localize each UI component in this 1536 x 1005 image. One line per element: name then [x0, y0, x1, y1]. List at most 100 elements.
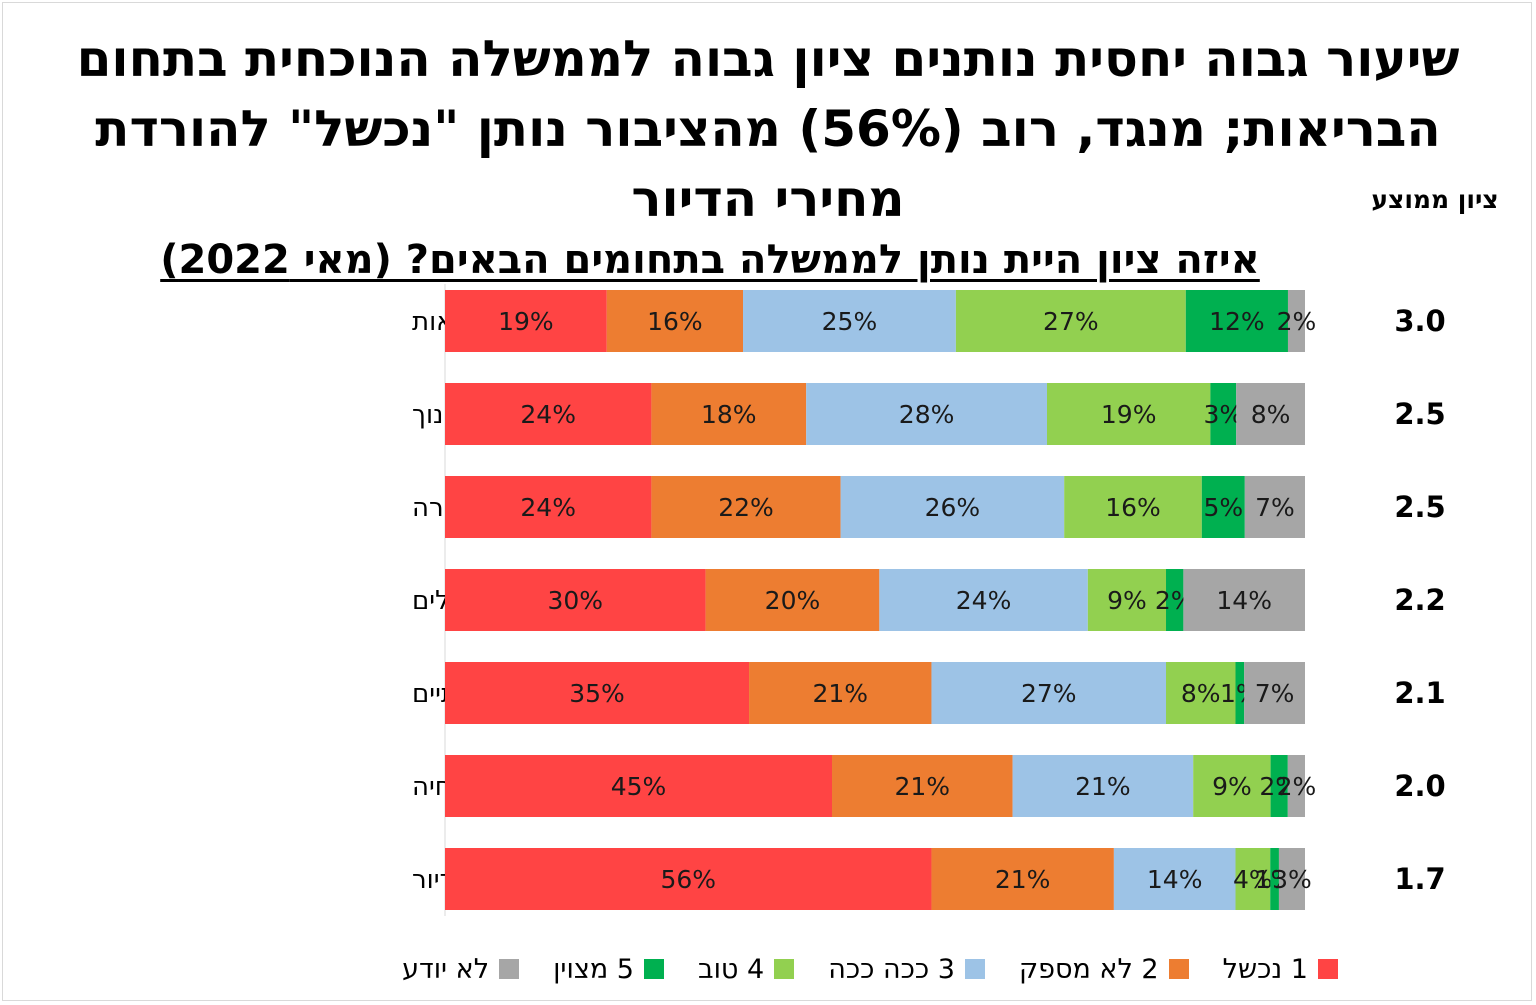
legend-label: 1 נכשל [1222, 953, 1308, 985]
data-label: 24% [520, 493, 576, 522]
chart-subtitle: איזה ציון היית נותן לממשלה בתחומים הבאים… [160, 237, 1260, 283]
bar-segment [1012, 755, 1194, 817]
bar-segment [651, 383, 807, 445]
bar-segment [445, 848, 932, 910]
data-label: 26% [925, 493, 981, 522]
legend-item: 1 נכשל [1223, 954, 1338, 985]
data-label: 45% [611, 772, 667, 801]
bar-segment [651, 476, 841, 538]
bar-segment [445, 662, 750, 724]
legend-item: לא יודע [402, 953, 520, 985]
data-label: 35% [569, 679, 625, 708]
legend-swatch [643, 959, 664, 979]
data-label: 16% [1105, 493, 1161, 522]
data-label: 19% [1101, 400, 1157, 429]
data-label: 19% [498, 307, 554, 336]
data-label: 21% [812, 679, 868, 708]
bar-segment [1047, 383, 1211, 445]
bar-segment [1210, 383, 1237, 445]
bar-segment [1278, 848, 1305, 910]
bar-segment [1235, 662, 1245, 724]
bar-segment [445, 476, 652, 538]
data-label: 2% [1277, 772, 1317, 801]
average-score: 2.2 [1394, 583, 1445, 617]
bar-segment [832, 755, 1013, 817]
data-label: 4% [1233, 865, 1273, 894]
legend-item: 4 טוב [697, 953, 795, 985]
bar-segment [445, 755, 832, 817]
bar-segment [1236, 383, 1305, 445]
bar-segment [806, 383, 1047, 445]
data-label: 16% [647, 307, 703, 336]
bar-segment [955, 290, 1186, 352]
average-score: 3.0 [1394, 304, 1445, 338]
legend-swatch [774, 959, 795, 979]
bar-segment [445, 383, 652, 445]
bar-segment [1087, 569, 1167, 631]
legend-swatch [964, 959, 985, 979]
bar-segment [931, 848, 1114, 910]
data-label: 8% [1251, 400, 1291, 429]
data-label: 3% [1272, 865, 1312, 894]
bar-segment [1270, 848, 1279, 910]
data-label: 21% [1075, 772, 1131, 801]
data-label: 14% [1147, 865, 1203, 894]
legend-label: 3 ככה ככה [828, 953, 955, 985]
data-label: 56% [660, 865, 716, 894]
average-score: 1.7 [1394, 862, 1445, 896]
legend-label: 4 טוב [697, 953, 765, 985]
data-label: 22% [718, 493, 774, 522]
legend-swatch [499, 959, 520, 979]
bar-segment [749, 662, 932, 724]
bar-segment [445, 569, 706, 631]
bar-segment [1201, 476, 1245, 538]
bar-segment [606, 290, 744, 352]
data-label: 28% [899, 400, 955, 429]
average-score: 2.5 [1394, 490, 1445, 524]
data-label: 14% [1216, 586, 1272, 615]
data-label: 2% [1277, 307, 1317, 336]
bar-segment [1244, 662, 1305, 724]
data-label: 7% [1255, 493, 1295, 522]
bar-segment [1244, 476, 1305, 538]
data-label: 24% [520, 400, 576, 429]
average-score: 2.1 [1394, 676, 1445, 710]
legend-swatch [1168, 959, 1189, 979]
chart-legend: 1 נכשל 2 לא מספק 3 ככה ככה 4 טוב 5 מצוין לא י… [300, 948, 1440, 990]
average-score: 2.5 [1394, 397, 1445, 431]
data-label: 18% [701, 400, 757, 429]
legend-item: 5 מצוין [553, 954, 664, 985]
data-label: 30% [548, 586, 604, 615]
data-label: 7% [1255, 679, 1295, 708]
data-label: 27% [1021, 679, 1077, 708]
data-label: 9% [1107, 586, 1147, 615]
legend-label: לא יודע [402, 953, 490, 985]
bar-segment [1185, 290, 1288, 352]
bar-segment [1166, 569, 1184, 631]
data-label: 5% [1203, 493, 1243, 522]
data-label: 9% [1212, 772, 1252, 801]
bar-segment [1166, 662, 1236, 724]
bar-segment [1193, 755, 1271, 817]
legend-item: 3 ככה ככה [828, 954, 985, 985]
data-label: 8% [1181, 679, 1221, 708]
bar-segment [1270, 755, 1288, 817]
bar-segment [743, 290, 956, 352]
data-label: 21% [995, 865, 1051, 894]
bar-segment [1287, 290, 1305, 352]
bar-segment [840, 476, 1065, 538]
data-label: 21% [895, 772, 951, 801]
legend-label: 2 לא מספק [1018, 953, 1159, 985]
bar-segment [931, 662, 1167, 724]
data-label: 20% [765, 586, 821, 615]
data-label: 12% [1209, 307, 1265, 336]
legend-label: 5 מצוין [553, 953, 634, 985]
bar-segment [1287, 755, 1305, 817]
bar-segment [879, 569, 1088, 631]
data-label: 25% [822, 307, 878, 336]
bar-segment [705, 569, 880, 631]
bar-segment [445, 290, 607, 352]
bar-segment [1113, 848, 1236, 910]
